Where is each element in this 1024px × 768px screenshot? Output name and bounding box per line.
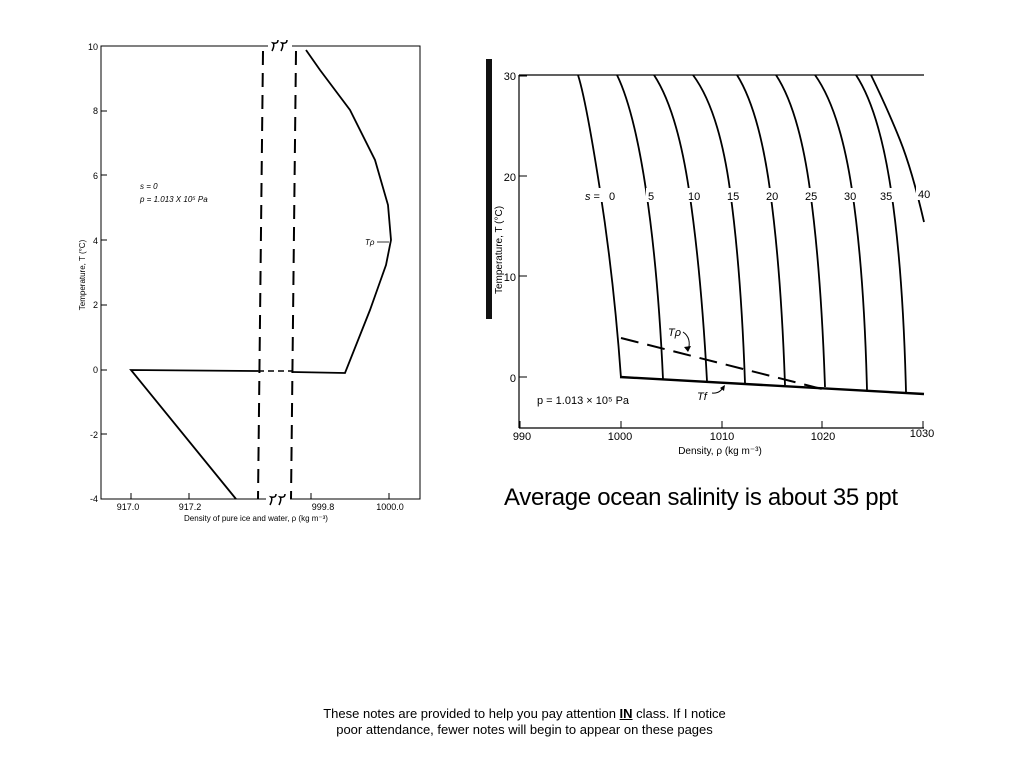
max-density-dashed-line <box>620 337 823 390</box>
right-x-tick-label: 1010 <box>710 431 734 443</box>
left-y-tick-label: 8 <box>93 106 98 116</box>
salinity-label: 40 <box>918 189 930 201</box>
left-y-tick-label: -4 <box>90 494 98 504</box>
right-x-tick-label: 1020 <box>811 431 835 443</box>
right-x-ticks <box>519 421 924 428</box>
left-x-tick-label: 917.0 <box>117 502 140 512</box>
footer-text-part2: class. If I notice <box>632 706 726 721</box>
salinity-label-backgrounds <box>583 186 934 202</box>
left-x-ticks <box>130 493 390 499</box>
freezing-point-line <box>619 375 925 396</box>
right-y-tick-label: 20 <box>504 172 516 184</box>
salinity-label: 0 <box>609 191 615 203</box>
left-y-ticks <box>101 45 107 500</box>
salinity-line-15 <box>692 74 746 384</box>
salinity-line-0 <box>577 74 622 379</box>
right-x-tick-label: 990 <box>513 431 531 443</box>
right-y-ticks <box>519 75 527 378</box>
left-y-axis-label: Temperature, T (°C) <box>78 239 87 310</box>
left-water-line <box>291 49 392 374</box>
left-x-tick-label: 917.2 <box>179 502 202 512</box>
slide-footer-note: These notes are provided to help you pay… <box>262 706 787 738</box>
salinity-label: 25 <box>805 191 817 203</box>
salinity-line-5 <box>616 74 664 380</box>
freezing-point-label: Tf <box>697 391 708 403</box>
right-x-tick-label: 1030 <box>910 428 934 440</box>
left-y-tick-label: 0 <box>93 365 98 375</box>
left-y-tick-label: -2 <box>90 430 98 440</box>
left-x-tick-label: 999.8 <box>312 502 335 512</box>
footer-text-part1: These notes are provided to help you pay… <box>323 706 620 721</box>
max-density-label: Tρ <box>668 327 681 339</box>
salinity-label: 20 <box>766 191 778 203</box>
right-chart: 30 20 10 0 990 1000 1010 1020 1030 <box>486 59 934 457</box>
salinity-line-35 <box>855 74 907 393</box>
left-axis-break-bottom <box>266 493 290 506</box>
salinity-line-20 <box>736 74 786 386</box>
right-pressure-annotation: p = 1.013 × 10⁵ Pa <box>537 395 630 407</box>
left-chart-frame <box>100 45 421 500</box>
left-y-tick-label: 2 <box>93 300 98 310</box>
left-x-axis-label: Density of pure ice and water, ρ (kg m⁻³… <box>184 514 328 523</box>
right-chart-edge-shadow <box>486 59 492 319</box>
left-y-tick-label: 6 <box>93 171 98 181</box>
freezing-point-arrowhead <box>720 385 725 391</box>
left-break-dashed-line <box>257 50 264 500</box>
left-axis-break-top <box>268 39 292 52</box>
footer-text-line2: poor attendance, fewer notes will begin … <box>336 722 713 737</box>
right-y-tick-label: 30 <box>504 71 516 83</box>
left-break-dashed-line <box>290 50 297 500</box>
right-x-tick-label: 1000 <box>608 431 632 443</box>
left-curve-label: Tρ <box>365 238 375 247</box>
salinity-label: 30 <box>844 191 856 203</box>
salinity-prefix-label: s = <box>585 191 600 203</box>
left-y-tick-label: 10 <box>88 42 98 52</box>
salinity-label: 5 <box>648 191 654 203</box>
salinity-label: 15 <box>727 191 739 203</box>
right-y-tick-label: 10 <box>504 272 516 284</box>
left-pressure-annotation: p = 1.013 X 10⁵ Pa <box>139 195 208 204</box>
footer-emphasis: IN <box>619 706 633 721</box>
right-y-tick-label: 0 <box>510 373 516 385</box>
left-y-tick-label: 4 <box>93 236 98 246</box>
right-x-axis-label: Density, ρ (kg m⁻³) <box>678 446 762 457</box>
max-density-arrowhead <box>684 346 691 352</box>
left-chart: 10 8 6 4 2 0 -2 -4 917.0 917.2 999.8 100… <box>78 39 421 523</box>
right-y-axis-label: Temperature, T (°C) <box>494 206 505 294</box>
left-x-tick-label: 1000.0 <box>376 502 404 512</box>
salinity-label: 10 <box>688 191 700 203</box>
salinity-label: 35 <box>880 191 892 203</box>
slide-caption: Average ocean salinity is about 35 ppt <box>504 484 898 511</box>
left-ice-line <box>129 369 259 500</box>
left-salinity-annotation: s = 0 <box>140 182 158 191</box>
